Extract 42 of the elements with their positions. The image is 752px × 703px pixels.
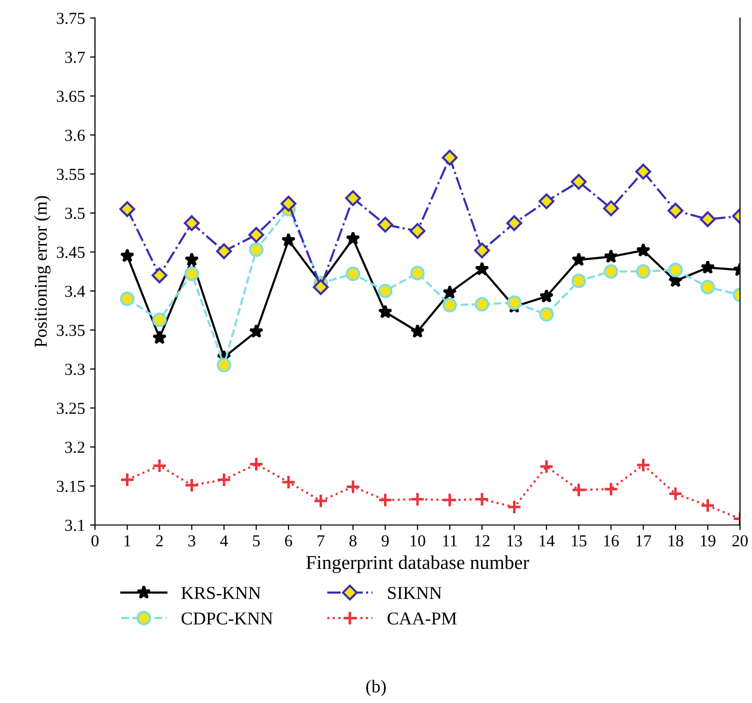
x-tick-label: 14 <box>540 535 555 546</box>
x-tick-label: 8 <box>349 535 357 546</box>
x-tick-label: 0 <box>91 535 99 546</box>
x-tick-label: 15 <box>572 535 586 546</box>
x-tick-label: 4 <box>220 535 228 546</box>
y-tick-label: 3.15 <box>56 480 85 492</box>
x-tick-label: 17 <box>636 535 652 546</box>
y-tick-label: 3.75 <box>56 12 85 24</box>
x-tick-label: 5 <box>253 535 260 546</box>
legend-label: SIKNN <box>388 586 442 600</box>
x-tick-label: 13 <box>507 535 522 546</box>
x-tick-label: 9 <box>382 535 389 546</box>
x-tick-label: 7 <box>318 535 324 546</box>
x-tick-label: 19 <box>700 535 716 546</box>
x-tick-label: 20 <box>732 535 748 546</box>
y-tick-label: 3.65 <box>56 90 85 102</box>
y-tick-label: 3.45 <box>56 246 85 258</box>
y-tick-label: 3.7 <box>65 52 85 64</box>
x-tick-label: 6 <box>285 535 292 546</box>
x-tick-label: 18 <box>668 535 684 546</box>
x-tick-label: 1 <box>124 535 130 546</box>
legend-label: CAA-PM <box>388 612 457 625</box>
y-tick-label: 3.1 <box>65 520 84 532</box>
y-tick-label: 3.55 <box>56 168 85 180</box>
x-tick-label: 16 <box>604 535 619 546</box>
y-tick-label: 3.4 <box>65 286 86 298</box>
y-tick-label: 3.35 <box>56 324 85 336</box>
x-tick-label: 11 <box>443 535 457 546</box>
text: (b) <box>366 680 386 696</box>
y-tick-label: 3.25 <box>56 402 85 414</box>
x-axis-title: Fingerprint database number <box>306 555 530 574</box>
y-tick-label: 3.5 <box>65 208 85 220</box>
x-tick-label: 3 <box>188 535 196 546</box>
y-axis-title: Positioning error (m) <box>34 196 51 348</box>
y-tick-label: 3.3 <box>65 364 85 376</box>
x-tick-label: 12 <box>475 535 490 546</box>
x-tick-label: 10 <box>410 535 426 546</box>
legend-label: KRS-KNN <box>181 586 261 600</box>
x-tick-label: 2 <box>156 535 163 546</box>
legend-label: CDPC-KNN <box>182 612 273 625</box>
y-tick-label: 3.6 <box>65 130 85 142</box>
y-tick-label: 3.2 <box>65 442 84 454</box>
